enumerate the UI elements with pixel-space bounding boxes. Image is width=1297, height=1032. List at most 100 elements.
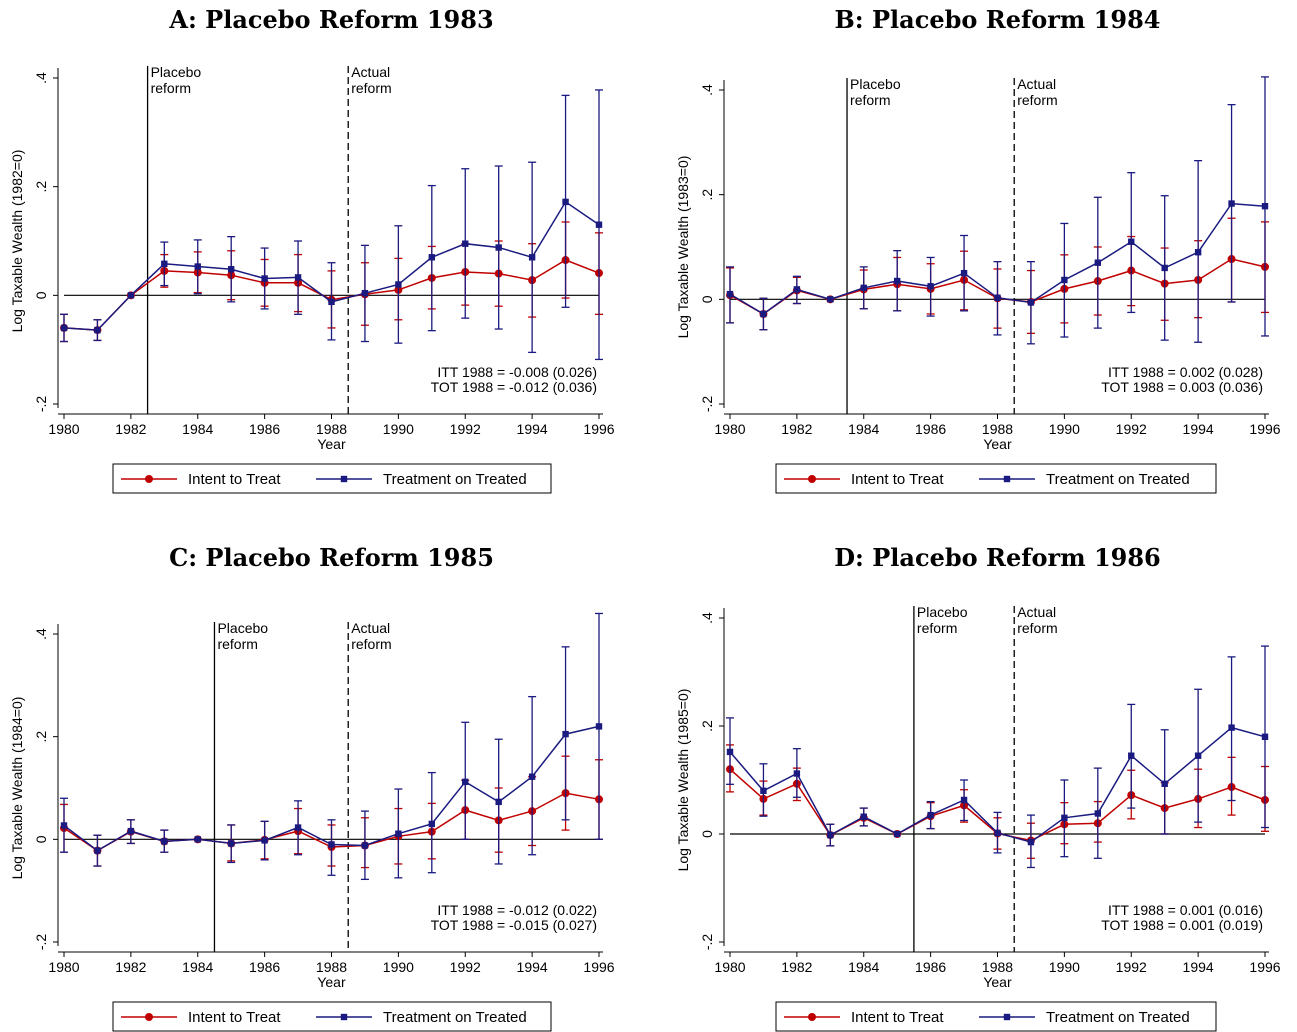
itt-estimate: ITT 1988 = 0.001 (0.016) xyxy=(1108,902,1263,918)
legend-tot-label: Treatment on Treated xyxy=(383,471,527,488)
chart-panel: C: Placebo Reform 1985 -.2 0 .2 .4 1980 1982 19… xyxy=(9,543,615,1032)
x-tick-label: 1994 xyxy=(1183,959,1214,975)
reform-label: Placebo xyxy=(850,76,901,92)
legend-itt-label: Intent to Treat xyxy=(851,471,944,488)
x-tick-label: 1992 xyxy=(450,959,481,975)
data-point xyxy=(261,837,268,844)
data-point xyxy=(827,831,834,839)
itt-estimate: ITT 1988 = 0.002 (0.028) xyxy=(1108,364,1263,380)
x-axis-label: Year xyxy=(983,436,1012,452)
x-tick-label: 1980 xyxy=(48,959,79,975)
x-tick-label: 1986 xyxy=(915,959,946,975)
x-tick-label: 1986 xyxy=(249,959,280,975)
data-point xyxy=(1194,752,1202,759)
x-tick-label: 1994 xyxy=(1183,421,1214,437)
legend-tot-marker xyxy=(340,475,348,483)
data-point xyxy=(927,283,934,290)
x-tick-label: 1982 xyxy=(115,959,146,975)
data-point xyxy=(161,260,168,268)
legend-tot-marker xyxy=(1003,475,1011,483)
data-point xyxy=(793,286,801,293)
x-tick-label: 1996 xyxy=(1249,959,1280,975)
data-point xyxy=(227,840,235,847)
y-tick-label: -.2 xyxy=(699,934,715,951)
reform-label: reform xyxy=(351,636,391,652)
data-point xyxy=(328,298,335,306)
x-tick-label: 1990 xyxy=(1049,421,1080,437)
reform-label: Placebo xyxy=(217,620,268,636)
x-tick-label: 1990 xyxy=(1049,959,1080,975)
x-tick-label: 1982 xyxy=(115,421,146,437)
data-point xyxy=(60,324,68,332)
legend-itt-label: Intent to Treat xyxy=(188,471,281,488)
chart-panel: B: Placebo Reform 1984 -.2 0 .2 .4 1980 1982 19… xyxy=(675,5,1281,494)
x-tick-label: 1986 xyxy=(915,421,946,437)
x-tick-label: 1988 xyxy=(982,421,1013,437)
y-tick-label: -.2 xyxy=(33,934,49,951)
legend-itt-marker xyxy=(145,1013,153,1021)
y-tick-label: .2 xyxy=(699,189,715,201)
reform-label: Placebo xyxy=(917,604,968,620)
x-tick-label: 1992 xyxy=(1116,959,1147,975)
data-point xyxy=(994,829,1001,837)
tot-estimate: TOT 1988 = -0.012 (0.036) xyxy=(431,379,597,395)
data-point xyxy=(860,813,867,820)
x-tick-label: 1988 xyxy=(982,959,1013,975)
legend-itt-marker xyxy=(145,475,153,483)
data-point xyxy=(94,847,101,854)
reform-label: reform xyxy=(217,636,257,652)
reform-label: reform xyxy=(151,80,191,96)
x-tick-label: 1982 xyxy=(781,959,812,975)
reform-label: reform xyxy=(1017,620,1057,636)
data-point xyxy=(528,254,536,261)
x-tick-label: 1984 xyxy=(848,959,879,975)
data-point xyxy=(294,274,302,281)
itt-estimate: ITT 1988 = -0.012 (0.022) xyxy=(437,902,597,918)
data-point xyxy=(60,822,68,829)
x-tick-label: 1984 xyxy=(182,421,213,437)
data-point xyxy=(726,290,734,298)
data-point xyxy=(428,820,436,828)
x-tick-label: 1982 xyxy=(781,421,812,437)
data-point xyxy=(1228,200,1235,207)
reform-label: reform xyxy=(850,92,890,108)
y-tick-label: .4 xyxy=(699,612,715,624)
data-point xyxy=(361,289,369,297)
data-point xyxy=(395,830,402,837)
data-point xyxy=(960,269,968,277)
x-tick-label: 1986 xyxy=(249,421,280,437)
legend-tot-label: Treatment on Treated xyxy=(383,1009,527,1026)
x-tick-label: 1996 xyxy=(583,959,614,975)
data-point xyxy=(562,730,569,738)
reform-label: reform xyxy=(351,80,391,96)
reform-label: Placebo xyxy=(151,64,202,80)
data-point xyxy=(1027,299,1035,306)
data-point xyxy=(194,836,201,843)
reform-label: Actual xyxy=(351,64,390,80)
legend: Intent to Treat Treatment on Treated xyxy=(112,1001,552,1032)
data-point xyxy=(261,275,268,282)
reform-label: reform xyxy=(1017,92,1057,108)
y-tick-label: .4 xyxy=(699,84,715,96)
y-tick-label: -.2 xyxy=(33,396,49,413)
x-tick-label: 1984 xyxy=(848,421,879,437)
y-axis-label: Log Taxable Wealth (1982=0) xyxy=(9,150,25,333)
data-point xyxy=(495,798,502,806)
reform-label: Actual xyxy=(351,620,390,636)
data-point xyxy=(827,296,834,303)
y-axis-label: Log Taxable Wealth (1985=0) xyxy=(675,689,691,872)
y-tick-label: 0 xyxy=(33,291,49,299)
y-tick-label: .2 xyxy=(33,181,49,193)
data-point xyxy=(726,748,734,756)
x-tick-label: 1980 xyxy=(714,421,745,437)
series-tot xyxy=(60,612,603,881)
legend-tot-marker xyxy=(340,1013,348,1021)
data-point xyxy=(793,770,801,777)
data-point xyxy=(462,778,469,786)
data-point xyxy=(94,326,101,334)
data-point xyxy=(595,221,603,228)
legend-tot-label: Treatment on Treated xyxy=(1046,1009,1190,1026)
legend: Intent to Treat Treatment on Treated xyxy=(775,1001,1217,1032)
panel-title: C: Placebo Reform 1985 xyxy=(169,543,494,572)
